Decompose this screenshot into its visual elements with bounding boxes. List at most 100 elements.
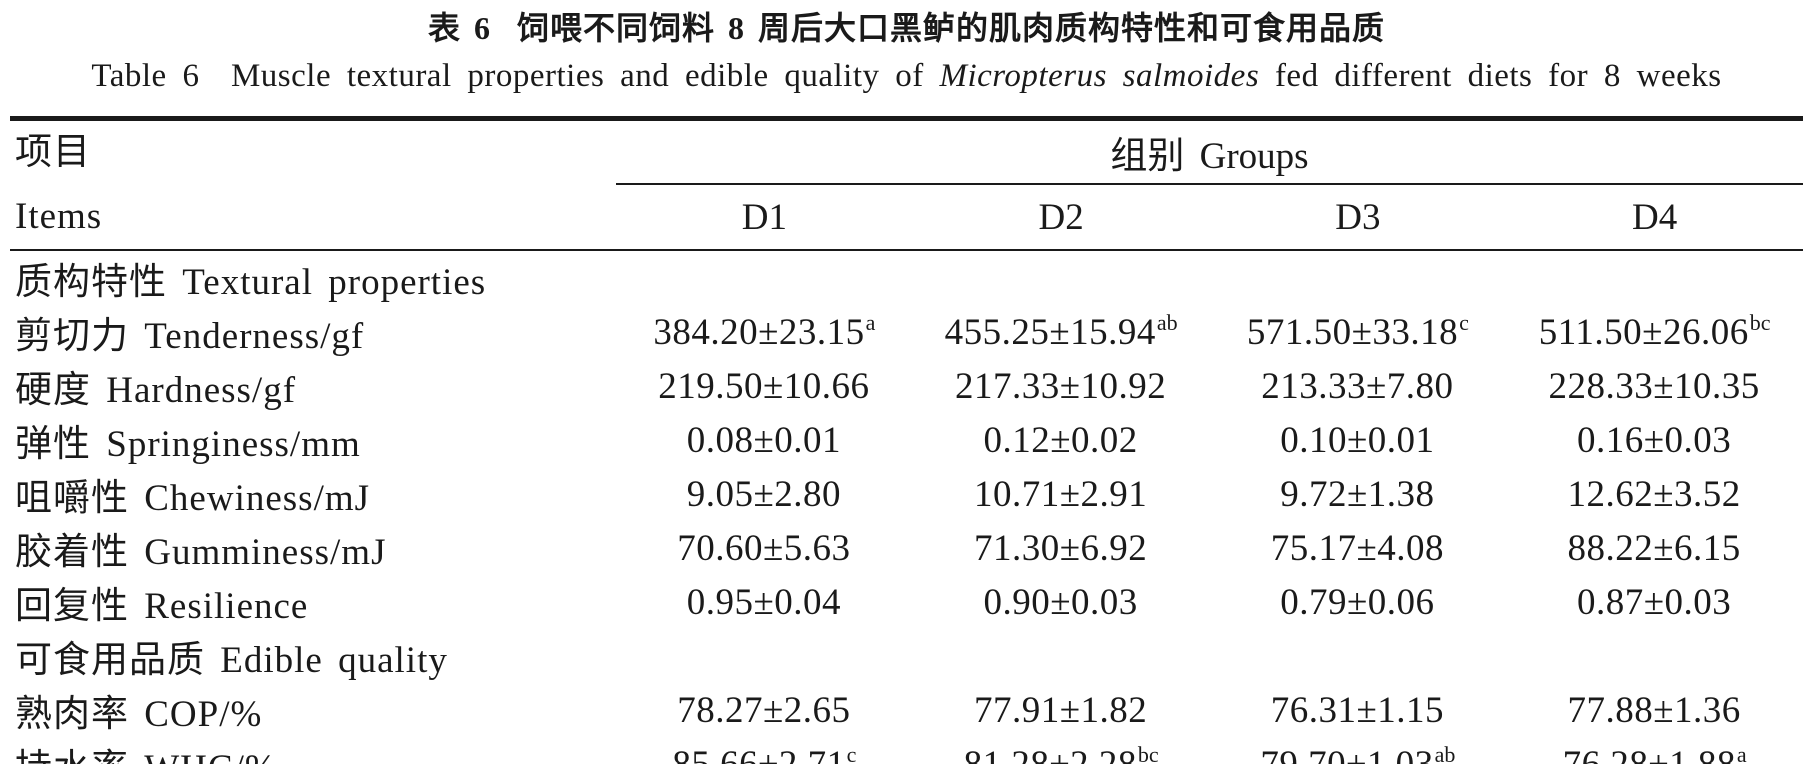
table-header: 项目 Items 组别 Groups D1 D2 D3 D4 [10,118,1803,251]
section-row-textural: 质构特性 Textural properties [10,250,1803,305]
value-text: 228.33±10.35 [1548,365,1760,407]
value-cell: 571.50±33.18c [1210,305,1507,359]
value-cell: 9.05±2.80 [616,467,913,521]
value-cell: 0.90±0.03 [913,575,1210,629]
value-text: 217.33±10.92 [954,365,1167,407]
table-title-zh: 表 6 饲喂不同饲料 8 周后大口黑鲈的肌肉质构特性和可食用品质 [427,10,1385,46]
value-cell: 88.22±6.15 [1506,521,1803,575]
header-row-diets: D1 D2 D3 D4 [10,184,1803,251]
value-text: 77.88±1.36 [1567,689,1741,731]
column-header-d2: D2 [912,184,1210,251]
row-label: 咀嚼性 Chewiness/mJ [15,478,371,519]
section-label: 可食用品质 Edible quality [15,640,448,681]
value-text: 0.90±0.03 [983,581,1138,623]
value-cell: 85.66±2.71c [616,737,913,764]
table-row-cop: 熟肉率 COP/% 78.27±2.65 77.91±1.82 76.31±1.… [10,683,1803,737]
items-header-cell: 项目 Items [10,118,616,251]
value-text: 76.28±1.88 [1562,743,1736,764]
value-cell: 213.33±7.80 [1210,359,1507,413]
value-text: 77.91±1.82 [973,689,1148,731]
value-text: 455.25±15.94 [944,311,1156,353]
table-title-en: Table 6 Muscle textural properties and e… [0,50,1813,102]
row-label: 硬度 Hardness/gf [15,370,297,411]
significance-superscript: a [1736,741,1747,764]
row-label: 剪切力 Tenderness/gf [15,316,365,357]
row-label: 持水率 WHC/% [10,737,616,764]
value-cell: 384.20±23.15a [616,305,913,359]
section-row-edible: 可食用品质 Edible quality [10,629,1803,683]
column-header-d4: D4 [1506,184,1803,251]
significance-superscript: bc [1137,741,1159,764]
value-text: 81.28±2.28 [963,743,1137,764]
value-text: 0.87±0.03 [1576,581,1732,623]
row-label: 弹性 Springiness/mm [15,424,361,465]
value-text: 0.95±0.04 [686,581,842,623]
section-label: 质构特性 Textural properties [15,262,487,303]
value-text: 10.71±2.91 [973,473,1148,515]
species-name-italic: Micropterus salmoides [939,58,1260,94]
value-cell: 71.30±6.92 [913,521,1210,575]
value-cell: 0.16±0.03 [1506,413,1803,467]
table-body: 质构特性 Textural properties 剪切力 Tenderness/… [10,250,1803,764]
value-cell: 77.88±1.36 [1506,683,1803,737]
value-text: 511.50±26.06 [1538,311,1749,353]
header-row-groups: 项目 Items 组别 Groups [10,118,1803,251]
value-cell: 511.50±26.06bc [1506,305,1803,359]
row-label: 胶着性 Gumminess/mJ [15,532,387,573]
value-cell [616,250,913,305]
value-text: 384.20±23.15 [653,311,865,353]
data-table: 项目 Items 组别 Groups D1 D2 D3 D4 质构特性 Text… [10,116,1803,764]
value-cell: 219.50±10.66 [616,359,913,413]
value-cell: 0.08±0.01 [616,413,913,467]
value-text: 88.22±6.15 [1567,527,1741,569]
value-cell [913,250,1210,305]
value-cell: 0.10±0.01 [1210,413,1507,467]
title-en-suffix: fed different diets for 8 weeks [1259,58,1722,94]
value-text: 219.50±10.66 [658,365,870,407]
title-en-prefix: Table 6 Muscle textural properties and e… [91,58,940,94]
value-cell: 70.60±5.63 [616,521,913,575]
value-cell [616,629,913,683]
significance-superscript: bc [1749,309,1771,335]
value-text: 9.05±2.80 [686,473,842,515]
table-row-whc: 持水率 WHC/% 85.66±2.71c 81.28±2.28bc 79.70… [10,737,1803,764]
value-text: 12.62±3.52 [1567,473,1741,515]
value-text: 0.16±0.03 [1576,419,1732,461]
value-text: 0.79±0.06 [1280,581,1435,623]
value-text: 85.66±2.71 [672,743,846,764]
value-text: 213.33±7.80 [1261,365,1454,407]
table-row-tenderness: 剪切力 Tenderness/gf 384.20±23.15a 455.25±1… [10,305,1803,359]
column-header-d1: D1 [616,184,913,251]
value-cell: 0.12±0.02 [913,413,1210,467]
significance-superscript: ab [1434,741,1456,764]
table-row-springiness: 弹性 Springiness/mm 0.08±0.01 0.12±0.02 0.… [10,413,1803,467]
value-text: 9.72±1.38 [1280,473,1435,515]
significance-superscript: c [846,741,857,764]
value-cell [1210,629,1507,683]
value-cell: 0.95±0.04 [616,575,913,629]
value-cell: 217.33±10.92 [913,359,1210,413]
row-label: 回复性 Resilience [15,586,309,627]
value-text: 75.17±4.08 [1270,527,1445,569]
value-cell: 455.25±15.94ab [913,305,1210,359]
value-text: 0.10±0.01 [1280,419,1435,461]
value-cell [913,629,1210,683]
table-row-gumminess: 胶着性 Gumminess/mJ 70.60±5.63 71.30±6.92 7… [10,521,1803,575]
value-text: 79.70±1.03 [1260,743,1434,764]
value-cell: 77.91±1.82 [913,683,1210,737]
value-text: 76.31±1.15 [1270,689,1445,731]
value-cell [1210,250,1507,305]
column-header-d3: D3 [1209,184,1507,251]
row-label: 熟肉率 COP/% [15,694,263,735]
value-cell: 76.31±1.15 [1210,683,1507,737]
value-cell: 10.71±2.91 [913,467,1210,521]
table-row-hardness: 硬度 Hardness/gf 219.50±10.66 217.33±10.92… [10,359,1803,413]
value-text: 70.60±5.63 [677,527,851,569]
value-cell: 0.79±0.06 [1210,575,1507,629]
value-cell [1506,629,1803,683]
value-cell: 79.70±1.03ab [1210,737,1507,764]
value-cell: 228.33±10.35 [1506,359,1803,413]
value-text: 78.27±2.65 [677,689,851,731]
value-cell: 81.28±2.28bc [913,737,1210,764]
significance-superscript: ab [1156,309,1178,335]
